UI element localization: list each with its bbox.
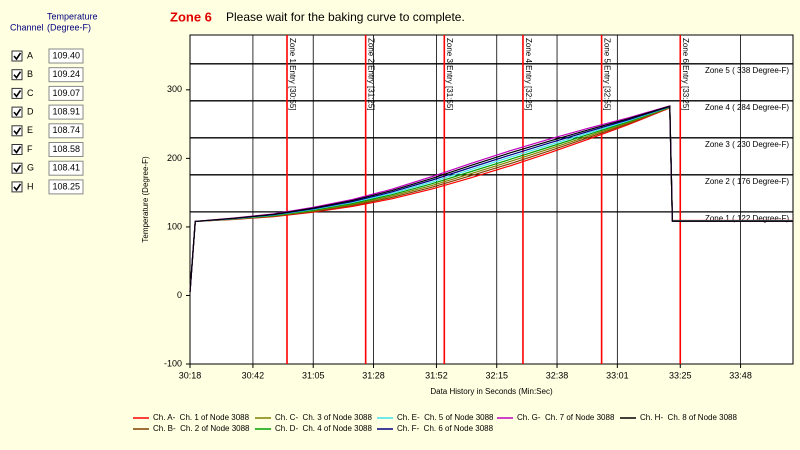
channel-value: 108.91 [52,106,80,116]
series-line [189,105,793,293]
x-tick-label: 33:48 [729,370,752,380]
zone-level-label: Zone 3 ( 230 Degree-F) [705,140,789,149]
legend-label: Ch. E- Ch. 5 of Node 3088 [397,413,494,422]
x-tick-label: 31:28 [362,370,385,380]
y-tick-label: 100 [167,221,182,231]
legend-label: Ch. A- Ch. 1 of Node 3088 [153,413,250,422]
zone-entry-label: Zone 4 Entry [32:25] [524,38,533,111]
channel-value: 108.41 [52,163,80,173]
channel-value: 108.74 [52,125,80,135]
y-tick-label: 200 [167,153,182,163]
legend-label: Ch. H- Ch. 8 of Node 3088 [640,413,737,422]
zone-entry-label: Zone 6 Entry [33:25] [681,38,690,111]
channel-label: G [27,163,34,173]
check-mark [13,71,22,80]
status-message: Please wait for the baking curve to comp… [226,10,465,24]
channel-value: 109.24 [52,69,80,79]
temp-header: (Degree-F) [47,22,91,32]
legend-label: Ch. D- Ch. 4 of Node 3088 [275,424,372,433]
channel-value: 109.40 [52,50,80,60]
x-tick-label: 31:05 [302,370,325,380]
zone-level-label: Zone 1 ( 122 Degree-F) [705,214,789,223]
checkbox[interactable] [11,50,23,62]
check-mark [13,108,22,117]
y-tick-label: 0 [177,290,182,300]
value-box [48,160,84,176]
value-box [48,104,84,120]
value-box [48,85,84,101]
zone-entry-label: Zone 2 Entry [31:25] [367,38,376,111]
checkbox[interactable] [11,87,23,99]
zone-entry-label: Zone 5 Entry [32:55] [603,38,612,111]
temp-header: Temperature [47,11,98,21]
channel-label: B [27,69,33,79]
channel-label: A [27,50,33,60]
check-mark [13,146,22,154]
legend-label: Ch. C- Ch. 3 of Node 3088 [275,413,372,422]
legend-label: Ch. G- Ch. 7 of Node 3088 [517,413,615,422]
zone-level-label: Zone 2 ( 176 Degree-F) [705,177,789,186]
x-tick-label: 33:25 [669,370,692,380]
x-tick-label: 32:38 [546,370,569,380]
plot-area [189,34,794,365]
check-mark [13,183,22,192]
x-axis-label: Data History in Seconds (Min:Sec) [430,387,553,396]
check-mark [13,52,22,61]
x-tick-label: 30:42 [242,370,265,380]
channel-header: Channel [10,22,44,32]
checkbox[interactable] [11,162,23,174]
x-tick-label: 33:01 [606,370,629,380]
zone-entry-label: Zone 3 Entry [31:55] [445,38,454,111]
y-tick-label: -100 [164,358,182,368]
check-mark [13,89,22,98]
value-box [48,67,84,83]
check-mark [13,127,22,136]
check-mark [13,164,22,173]
value-box [48,179,84,195]
zone-title: Zone 6 [170,9,212,24]
zone-entry-label: Zone 1 Entry [30:55] [288,38,297,111]
value-box [48,142,84,157]
x-tick-label: 32:15 [485,370,508,380]
x-tick-label: 30:18 [179,370,202,380]
zone-level-label: Zone 4 ( 284 Degree-F) [705,103,789,112]
channel-label: D [27,106,34,116]
checkbox[interactable] [11,144,23,155]
channel-label: H [27,181,34,191]
channel-value: 108.25 [52,181,80,191]
x-tick-label: 31:52 [425,370,448,380]
channel-label: E [27,125,33,135]
y-axis-label: Temperature (Degree-F) [141,156,150,243]
legend-label: Ch. B- Ch. 2 of Node 3088 [153,424,250,433]
channel-label: C [27,88,34,98]
channel-label: F [27,144,33,154]
checkbox[interactable] [11,106,23,118]
channel-value: 109.07 [52,88,80,98]
zone-level-label: Zone 5 ( 338 Degree-F) [705,66,789,75]
y-tick-label: 300 [167,84,182,94]
value-box [48,48,84,64]
checkbox[interactable] [11,181,23,193]
checkbox[interactable] [11,69,23,81]
value-box [48,123,84,139]
legend-label: Ch. F- Ch. 6 of Node 3088 [397,424,494,433]
channel-value: 108.58 [52,144,80,154]
checkbox[interactable] [11,125,23,137]
